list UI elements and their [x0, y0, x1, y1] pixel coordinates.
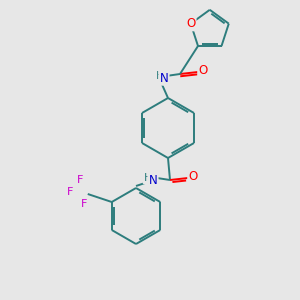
Text: F: F [81, 199, 87, 209]
Text: H: H [144, 173, 152, 183]
Text: O: O [188, 170, 198, 184]
Text: H: H [156, 71, 164, 81]
Text: N: N [160, 71, 168, 85]
Text: F: F [76, 175, 83, 185]
Text: F: F [67, 187, 73, 197]
Text: O: O [186, 17, 195, 30]
Text: O: O [198, 64, 208, 77]
Text: N: N [148, 173, 158, 187]
